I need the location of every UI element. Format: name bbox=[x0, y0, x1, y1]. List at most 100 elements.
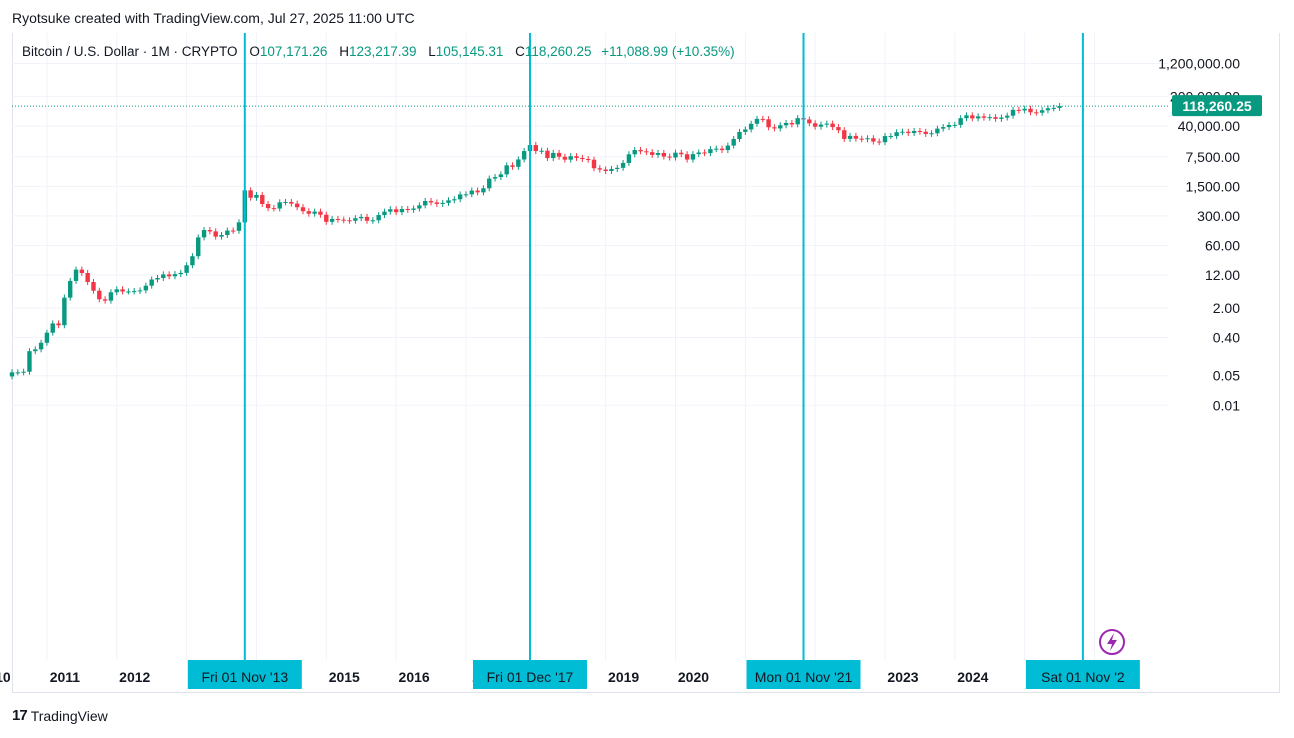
candle-body bbox=[702, 152, 707, 154]
candle-body bbox=[56, 323, 61, 326]
candle-body bbox=[743, 129, 748, 132]
candle-body bbox=[993, 117, 998, 119]
candle-body bbox=[824, 123, 829, 125]
y-tick-label: 1,500.00 bbox=[1186, 178, 1241, 194]
candle-body bbox=[399, 208, 405, 213]
candle-body bbox=[50, 323, 55, 333]
candle-body bbox=[510, 165, 515, 167]
candle-body bbox=[405, 208, 410, 210]
candle-body bbox=[632, 150, 637, 155]
tradingview-brand: TradingView bbox=[30, 707, 108, 724]
candle-body bbox=[894, 132, 899, 137]
candle-body bbox=[79, 269, 85, 273]
candle-body bbox=[370, 220, 376, 222]
candle-body bbox=[417, 205, 422, 209]
candle-body bbox=[91, 282, 96, 291]
candle-body bbox=[591, 159, 597, 169]
candle-body bbox=[661, 153, 667, 157]
candle-body bbox=[27, 351, 32, 372]
candle-body bbox=[85, 272, 90, 283]
candle-body bbox=[359, 216, 364, 219]
legend-open-label: O bbox=[249, 44, 260, 59]
candle-body bbox=[941, 127, 946, 129]
candle-body bbox=[452, 199, 457, 201]
candle-body bbox=[277, 202, 282, 209]
candle-body bbox=[143, 285, 149, 291]
candle-body bbox=[964, 115, 969, 119]
candle-body bbox=[1057, 106, 1062, 108]
candle-body bbox=[603, 169, 608, 171]
candle-body bbox=[690, 154, 696, 160]
candle-body bbox=[539, 150, 544, 152]
candle-body bbox=[737, 131, 742, 140]
marker-date-tag bbox=[472, 660, 587, 689]
candle-body bbox=[469, 190, 474, 195]
candle-body bbox=[225, 230, 230, 235]
candle-body bbox=[126, 291, 131, 293]
candle-body bbox=[329, 218, 335, 222]
candle-body bbox=[294, 203, 300, 208]
x-tick-label: 2023 bbox=[887, 669, 918, 685]
marker-date-label: Sat 01 Nov '2 bbox=[1041, 669, 1125, 685]
candle-body bbox=[428, 201, 434, 203]
candle-body bbox=[795, 118, 800, 125]
candle-body bbox=[411, 208, 416, 210]
candle-body bbox=[882, 136, 888, 143]
y-tick-label: 1,200,000.00 bbox=[1158, 56, 1240, 72]
candle-body bbox=[719, 148, 725, 151]
candle-body bbox=[341, 219, 346, 221]
candle-body bbox=[283, 201, 288, 203]
y-tick-label: 0.01 bbox=[1213, 397, 1240, 413]
candle-body bbox=[684, 154, 690, 160]
candle-body bbox=[306, 211, 312, 214]
candle-body bbox=[783, 122, 789, 126]
candle-body bbox=[521, 151, 527, 160]
y-tick-label: 0.05 bbox=[1213, 368, 1240, 384]
candle-body bbox=[731, 139, 736, 146]
marker-date-tag bbox=[746, 660, 861, 689]
candle-body bbox=[876, 141, 882, 143]
candle-body bbox=[516, 159, 521, 167]
candle-body bbox=[97, 290, 102, 300]
legend-low-label: L bbox=[428, 44, 436, 59]
candle-body bbox=[748, 123, 754, 130]
candle-body bbox=[155, 278, 160, 280]
legend-close-label: C bbox=[515, 44, 525, 59]
candle-body bbox=[708, 149, 713, 154]
candle-body bbox=[545, 150, 550, 159]
candle-body bbox=[952, 124, 958, 126]
candle-body bbox=[498, 174, 504, 178]
candle-body bbox=[970, 115, 975, 119]
legend-symbol: Bitcoin / U.S. Dollar · 1M · CRYPTO bbox=[22, 44, 238, 59]
candle-body bbox=[382, 211, 387, 216]
legend-close-value: 118,260.25 bbox=[524, 44, 592, 59]
candle-body bbox=[481, 188, 486, 193]
candle-body bbox=[585, 159, 591, 161]
candle-body bbox=[254, 195, 259, 198]
candle-body bbox=[638, 150, 643, 152]
legend-change-value: +11,088.99 (+10.35%) bbox=[601, 44, 735, 59]
lightning-circle-icon bbox=[1099, 629, 1125, 655]
candle-body bbox=[772, 127, 777, 129]
candle-body bbox=[475, 190, 480, 193]
candle-body bbox=[196, 237, 201, 257]
candle-body bbox=[853, 135, 859, 139]
x-tick-label: 2011 bbox=[50, 669, 81, 685]
candle-body bbox=[847, 135, 853, 139]
candle-body bbox=[114, 289, 119, 293]
candle-body bbox=[871, 138, 876, 142]
candle-body bbox=[923, 131, 928, 134]
candle-body bbox=[388, 209, 393, 212]
marker-date-label: Fri 01 Nov '13 bbox=[201, 669, 288, 685]
candle-body bbox=[859, 138, 864, 140]
candle-body bbox=[149, 279, 154, 286]
candle-body bbox=[137, 290, 143, 292]
candle-body bbox=[597, 168, 603, 170]
candle-body bbox=[830, 123, 835, 128]
candle-body bbox=[260, 195, 265, 204]
candle-body bbox=[1016, 109, 1022, 111]
candle-body bbox=[207, 230, 213, 232]
x-tick-label: 2016 bbox=[399, 669, 430, 685]
candle-body bbox=[21, 371, 26, 373]
